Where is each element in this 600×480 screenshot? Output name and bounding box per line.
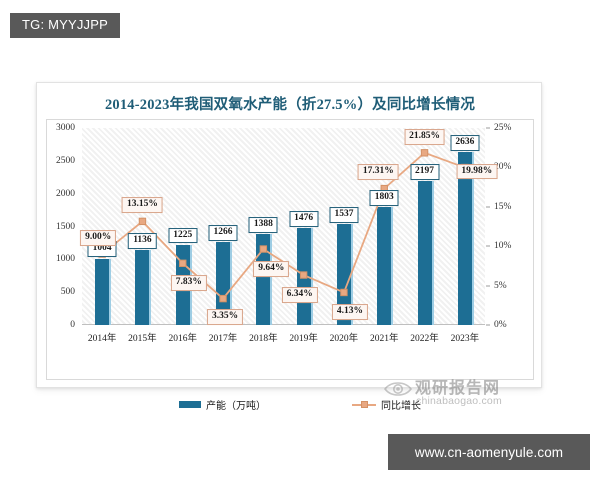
url-badge: www.cn-aomenyule.com [388,434,590,470]
growth-marker[interactable] [219,294,227,303]
y-axis-left: 0 500 1000 1500 2000 2500 3000 [45,123,79,330]
y-axis-right-tick: 10% [494,241,512,252]
y-axis-left-tick: 3000 [56,123,75,133]
growth-marker[interactable] [340,288,348,297]
axis-baseline [82,324,485,325]
x-axis-tick: 2014年 [87,334,117,344]
bar-value-label: 1803 [369,189,399,206]
growth-marker[interactable] [179,259,187,267]
bar[interactable] [256,233,273,325]
x-axis-tick: 2021年 [369,334,399,344]
x-axis-tick: 2019年 [289,334,318,344]
y-axis-right-tickmark [486,285,490,287]
plot-area: 1004 1136 1225 1266 1388 1476 1537 1803 2197 2636… [80,128,498,325]
y-axis-right-tickmark [486,324,490,326]
bar-value-label: 1266 [208,224,238,241]
growth-value-label: 6.34% [281,287,318,303]
growth-value-label: 9.64% [253,261,290,277]
x-axis-tick: 2020年 [329,334,359,344]
bar[interactable] [457,151,474,325]
growth-value-label: 17.31% [357,163,399,180]
y-axis-right-tick: 0% [494,320,507,330]
y-axis-left-tick: 500 [60,287,75,298]
y-axis-right-tick: 25% [494,123,512,133]
y-axis-left-tick: 2500 [56,155,75,166]
bar-value-label: 1476 [289,211,319,228]
legend-item-growth[interactable]: 同比增长 [352,397,421,412]
x-axis-tick: 2017年 [208,334,238,344]
bar-value-label: 1537 [329,207,359,224]
bar-swatch-icon [179,400,201,408]
x-axis-tick: 2023年 [450,334,480,344]
chart-legend: 产能（万吨） 同比增长 [56,393,544,415]
growth-marker[interactable] [138,217,147,226]
bar-value-label: 1388 [248,216,278,233]
plot-frame: 0 500 1000 1500 2000 2500 3000 0% 5% 10% 15% 20% 25… [45,119,534,412]
bar[interactable] [95,259,112,325]
y-axis-right-tickmark [486,127,490,129]
y-axis-right-tick: 15% [494,201,512,212]
legend-label-capacity: 产能（万吨） [206,400,266,412]
growth-value-label: 13.15% [122,197,163,214]
y-axis-left-tick: 1000 [56,254,75,265]
growth-marker[interactable] [420,149,429,157]
growth-value-label: 21.85% [404,128,445,145]
y-axis-right-tickmark [486,206,490,208]
growth-value-label: 7.83% [170,275,207,292]
x-axis-tick: 2016年 [168,334,198,344]
bar[interactable] [216,241,233,325]
tag-badge: TG: MYYJJPP [10,13,120,39]
line-swatch-icon [352,400,376,409]
bar-value-label: 1225 [168,227,198,244]
bar-value-label: 2197 [410,163,440,180]
y-axis-right-tickmark [486,245,490,247]
y-axis-right-tick: 20% [494,162,512,173]
x-axis-tick: 2018年 [249,334,278,344]
legend-label-growth: 同比增长 [381,400,421,412]
url-badge-label: www.cn-aomenyule.com [414,444,564,460]
y-axis-left-tick: 2000 [56,188,75,199]
x-axis: 2014年 2015年 2016年 2017年 2018年 2019年 2020年 2021年… [82,328,485,348]
legend-item-capacity[interactable]: 产能（万吨） [179,397,266,412]
chart-title: 2014-2023年我国双氧水产能（折27.5%）及同比增长情况 [104,97,476,113]
y-axis-right: 0% 5% 10% 15% 20% 25% [485,123,529,330]
x-axis-tick: 2022年 [410,334,439,344]
growth-marker[interactable] [259,245,268,253]
bar[interactable] [135,250,152,325]
growth-value-label: 19.98% [456,163,498,180]
y-axis-left-tick: 0 [70,320,75,330]
bar[interactable] [377,206,394,325]
growth-value-label: 4.13% [331,304,368,321]
chart-card: 2014-2023年我国双氧水产能（折27.5%）及同比增长情况 0 500 100… [36,82,542,412]
tag-badge-label: TG: MYYJJPP [22,17,108,32]
bar-value-label: 2636 [450,134,480,151]
growth-value-label: 3.35% [206,308,244,325]
growth-value-label: 9.00% [80,230,117,247]
growth-marker[interactable] [299,271,308,279]
bar[interactable] [336,224,353,325]
y-axis-right-tick: 5% [494,280,507,291]
bar-value-label: 1136 [128,233,157,250]
y-axis-left-tick: 1500 [56,221,75,232]
x-axis-tick: 2015年 [128,334,157,344]
bar[interactable] [417,180,434,325]
